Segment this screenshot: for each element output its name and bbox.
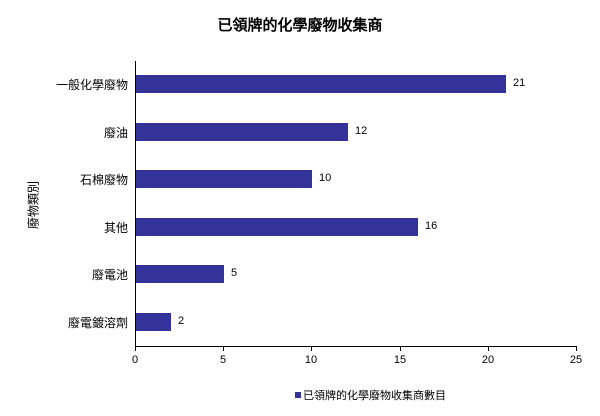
bar-value-label: 12 xyxy=(355,125,368,137)
x-tick xyxy=(488,346,489,351)
chart-title: 已領牌的化學廢物收集商 xyxy=(217,16,383,34)
bar-value-label: 21 xyxy=(513,77,526,89)
category-label: 廢電池 xyxy=(91,268,128,282)
legend: 已領牌的化學廢物收集商數目 xyxy=(295,387,446,403)
x-tick-label: 25 xyxy=(569,354,583,366)
bar xyxy=(136,313,171,331)
y-axis-title: 廢物類別 xyxy=(26,180,41,230)
x-tick xyxy=(311,346,312,351)
category-label: 廢油 xyxy=(103,126,128,140)
bar xyxy=(136,170,312,188)
bar-value-label: 5 xyxy=(231,267,238,279)
legend-swatch-icon xyxy=(295,392,301,398)
bar xyxy=(136,75,506,93)
category-label: 其他 xyxy=(103,221,128,235)
bar-value-label: 2 xyxy=(178,315,185,327)
category-label: 石棉廢物 xyxy=(79,173,128,187)
x-tick xyxy=(223,346,224,351)
bar xyxy=(136,265,224,283)
bar xyxy=(136,123,348,141)
legend-label: 已領牌的化學廢物收集商數目 xyxy=(303,389,446,402)
y-axis-line xyxy=(135,61,136,347)
x-tick-label: 10 xyxy=(304,354,318,366)
x-tick-label: 20 xyxy=(481,354,495,366)
x-tick-label: 15 xyxy=(393,354,407,366)
x-tick xyxy=(135,346,136,351)
x-axis-line xyxy=(135,346,577,347)
x-tick xyxy=(576,346,577,351)
bar xyxy=(136,218,418,236)
x-tick xyxy=(400,346,401,351)
bar-value-label: 10 xyxy=(319,172,332,184)
x-tick-label: 5 xyxy=(219,354,227,366)
category-label: 一般化學廢物 xyxy=(55,78,128,92)
category-label: 廢電鍍溶劑 xyxy=(67,316,128,330)
bar-value-label: 16 xyxy=(425,220,438,232)
x-tick-label: 0 xyxy=(131,354,139,366)
